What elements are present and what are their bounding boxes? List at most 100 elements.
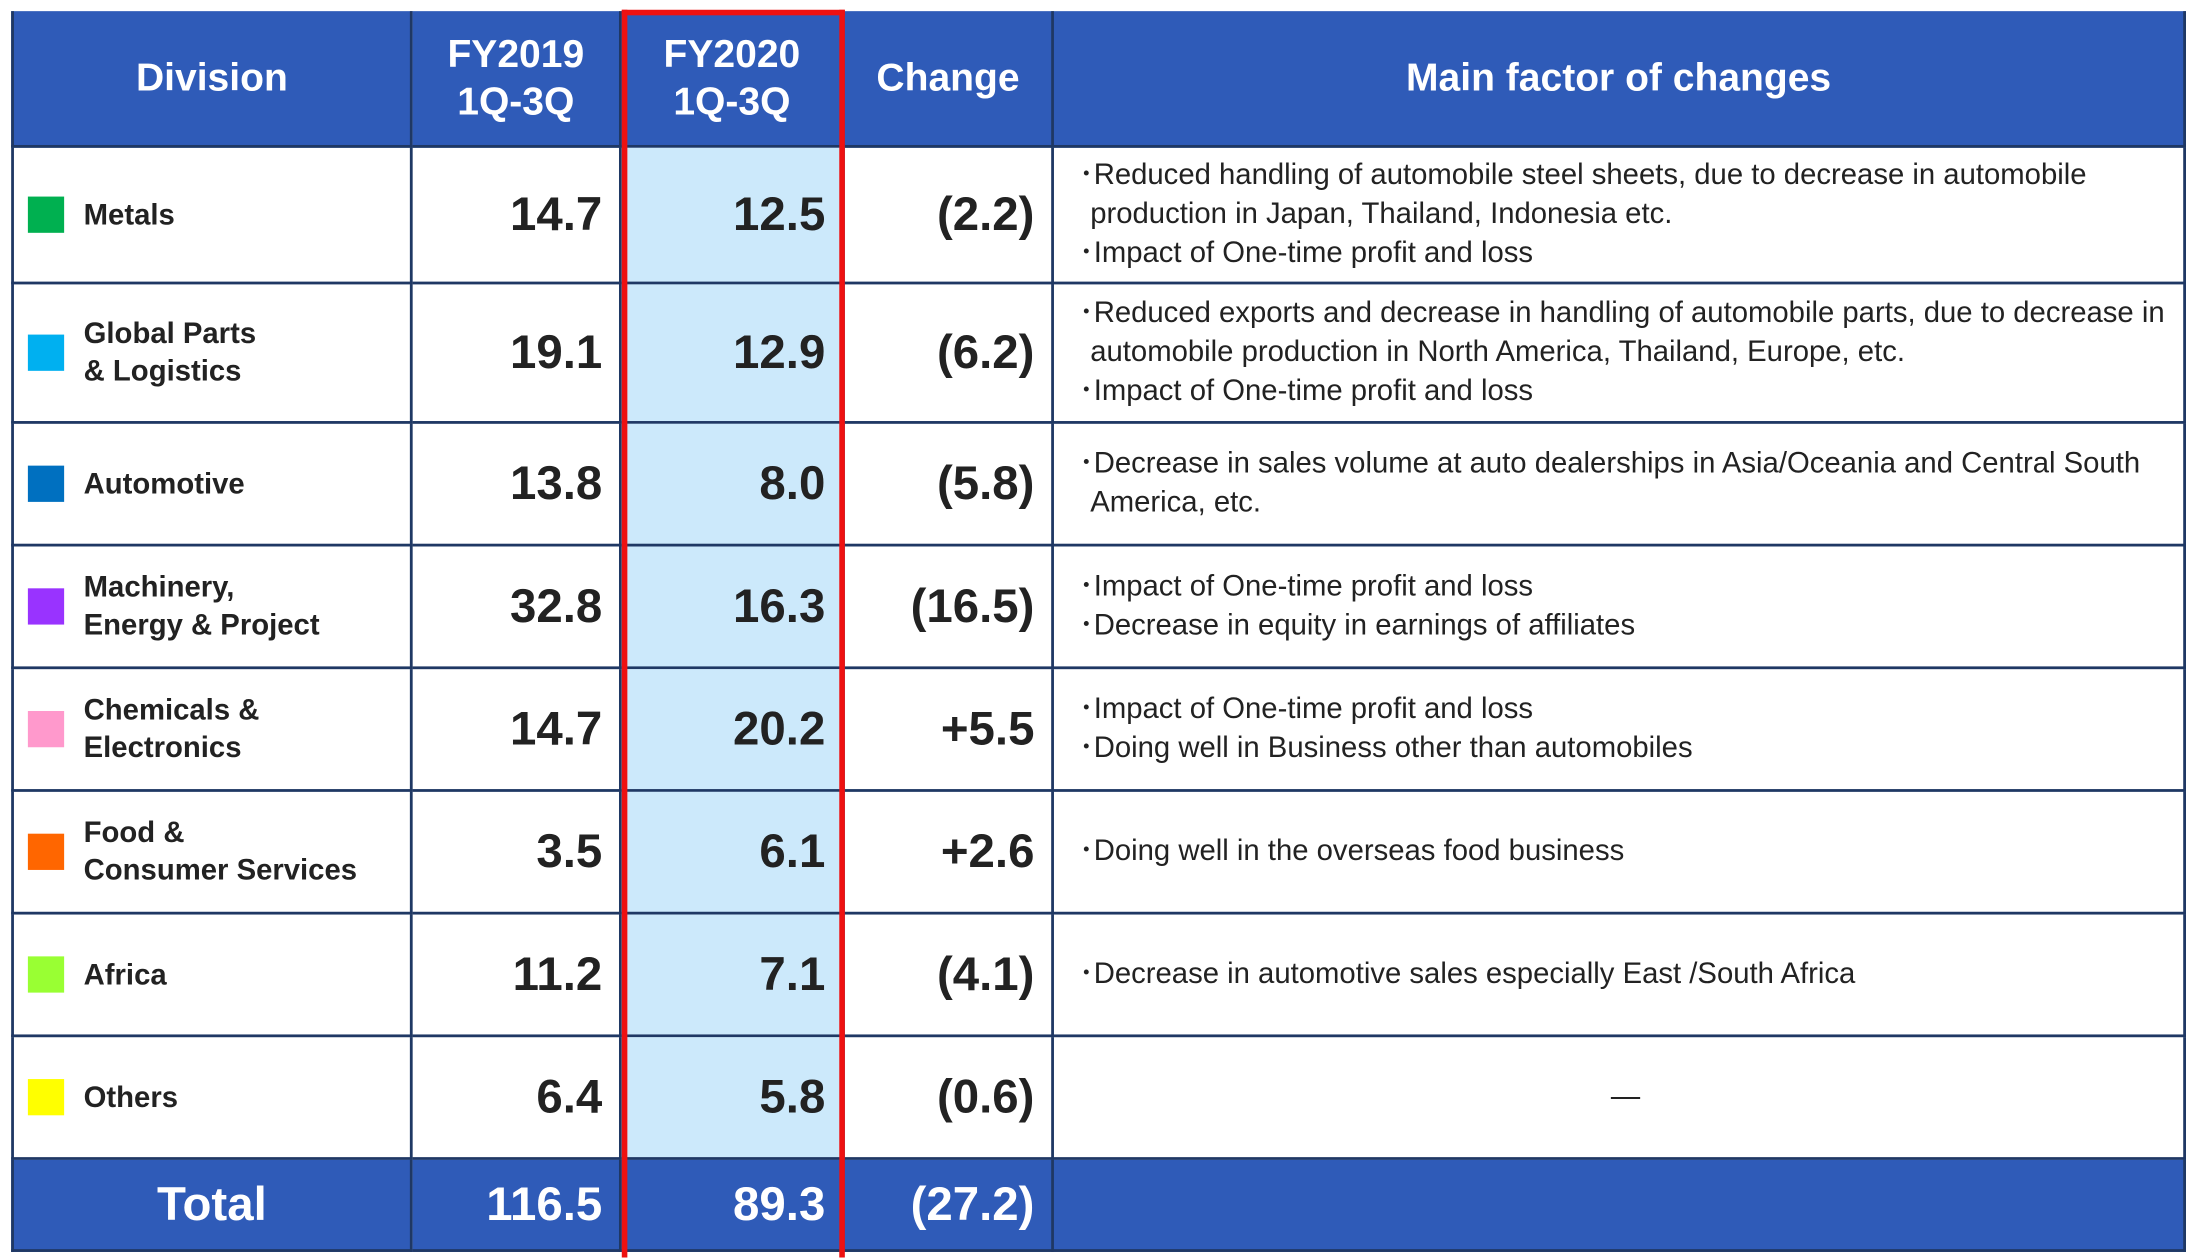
factor-line: ･Impact of One-time profit and loss [1079,375,1534,408]
header-text: Change [876,55,1020,99]
fy2019-cell: 11.2 [412,914,622,1038]
value: 14.7 [509,187,603,241]
header-cell: FY2020 1Q-3Q [621,11,845,148]
factor-line: ･Reduced handling of automobile steel sh… [1079,158,2087,231]
factor-cell: ･Decrease in automotive sales especially… [1053,914,2186,1038]
total-factor-cell [1053,1159,2186,1252]
division-label: Global Parts & Logistics [84,315,256,390]
value: 19.1 [509,325,603,379]
value: 116.5 [486,1177,603,1231]
factor-line: ･Impact of One-time profit and loss [1079,692,1534,725]
division-cell: Africa [11,914,413,1038]
value: (16.5) [910,579,1035,633]
fy2020-cell: 20.2 [621,669,845,792]
total-fy2020: 89.3 [621,1159,845,1252]
header-cell: Division [11,11,413,148]
factor-cell: ･Reduced handling of automobile steel sh… [1053,147,2186,285]
fy2019-cell: 13.8 [412,423,622,547]
value: (5.8) [936,456,1035,510]
value: (2.2) [936,187,1035,241]
value: 3.5 [536,824,603,878]
color-swatch [27,833,65,870]
value: 6.1 [759,824,826,878]
value: 14.7 [509,701,603,755]
value: 7.1 [759,947,826,1001]
division-line: Machinery, [83,571,235,604]
header-line: FY2020 [663,32,801,76]
header-cell: Main factor of changes [1053,11,2186,148]
change-cell: (0.6) [844,1037,1054,1160]
value: 13.8 [509,456,603,510]
division-line: Global Parts [83,317,257,350]
factor-cell: ･Doing well in the overseas food busines… [1053,791,2186,915]
factor-cell: ･Impact of One-time profit and loss ･Decr… [1053,546,2186,670]
total-change: (27.2) [844,1159,1054,1252]
division-line: & Logistics [83,355,242,388]
division-cell: Chemicals & Electronics [11,669,413,792]
header-cell: Change [844,11,1054,148]
color-swatch [27,465,65,502]
fy2020-cell: 12.5 [621,147,845,285]
change-cell: (2.2) [844,147,1054,285]
division-line: Others [83,1081,179,1114]
division-label: Machinery, Energy & Project [84,569,320,644]
fy2020-cell: 8.0 [621,423,845,547]
header-line: FY2019 [447,32,585,76]
division-label: Automotive [84,465,245,503]
value: 5.8 [759,1069,826,1123]
factor-line: ･Decrease in sales volume at auto dealer… [1079,447,2141,519]
fy2019-cell: 3.5 [412,791,622,915]
color-swatch [27,711,65,748]
division-line: Electronics [83,731,242,764]
factor-line: — [1610,1080,1641,1113]
fy2020-cell: 6.1 [621,791,845,915]
color-swatch [27,196,65,233]
division-label: Africa [84,956,167,994]
value: 16.3 [733,579,826,633]
total-fy2019: 116.5 [412,1159,622,1252]
header-text: FY2019 1Q-3Q [447,31,584,126]
change-cell: (16.5) [844,546,1054,670]
value: 12.9 [733,325,826,379]
division-line: Automotive [83,467,245,500]
change-cell: (4.1) [844,914,1054,1038]
change-cell: +2.6 [844,791,1054,915]
division-label: Food & Consumer Services [84,814,357,889]
header-cell: FY2019 1Q-3Q [412,11,622,148]
header-text: FY2020 1Q-3Q [664,31,801,126]
factor-line: ･Decrease in automotive sales especially… [1079,957,1856,990]
division-cell: Global Parts & Logistics [11,284,413,424]
division-label: Chemicals & Electronics [84,691,260,766]
header-line: 1Q-3Q [673,79,791,123]
change-cell: +5.5 [844,669,1054,792]
value: (6.2) [936,325,1035,379]
factor-cell: ･Impact of One-time profit and loss ･Doin… [1053,669,2186,792]
factor-cell: ･Reduced exports and decrease in handlin… [1053,284,2186,424]
color-swatch [27,588,65,625]
division-label: Metals [84,196,175,234]
factor-line: ･Reduced exports and decrease in handlin… [1079,296,2165,369]
color-swatch [27,956,65,993]
value: (27.2) [910,1177,1035,1231]
change-cell: (5.8) [844,423,1054,547]
factor-line: ･Decrease in equity in earnings of affil… [1079,609,1636,642]
fy2020-cell: 16.3 [621,546,845,670]
fy2020-cell: 7.1 [621,914,845,1038]
division-line: Africa [83,958,167,991]
header-text: Main factor of changes [1406,55,1832,99]
color-swatch [27,1079,65,1116]
header-text: Division [135,55,288,99]
value: 20.2 [733,701,826,755]
division-cell: Machinery, Energy & Project [11,546,413,670]
value: +2.6 [940,824,1035,878]
division-line: Metals [83,198,175,231]
division-line: Consumer Services [83,854,358,887]
fy2019-cell: 32.8 [412,546,622,670]
header-line: 1Q-3Q [457,79,575,123]
division-line: Chemicals & [83,694,260,727]
division-cell: Metals [11,147,413,285]
division-cell: Others [11,1037,413,1160]
value: 6.4 [536,1069,603,1123]
factor-line: ･Doing well in Business other than autom… [1079,731,1693,764]
value: (0.6) [936,1069,1035,1123]
